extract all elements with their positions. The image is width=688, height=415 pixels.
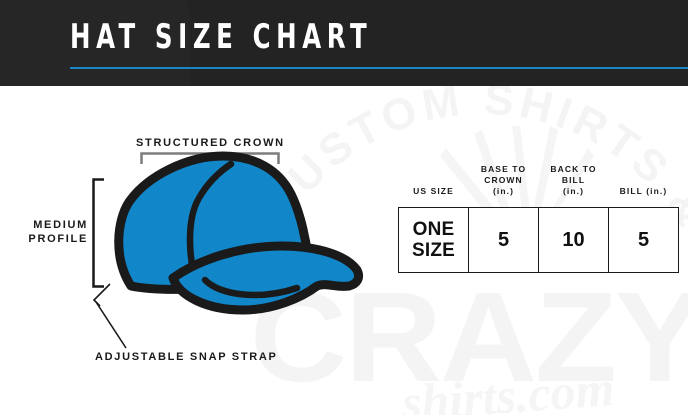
cell-base-to-crown: 5 [468, 207, 539, 273]
size-table: US SIZE BASE TO CROWN (in.) BACK TO BILL… [398, 164, 679, 273]
column-header-base-to-crown-line1: BASE TO [480, 164, 527, 174]
hat-diagram: STRUCTURED CROWN MEDIUM PROFILE ADJUSTAB… [0, 86, 390, 415]
cell-bill: 5 [608, 207, 679, 273]
column-header-back-to-bill-line1: BACK TO [550, 164, 597, 174]
watermark-brand: CRAZY D [250, 266, 688, 409]
column-header-us-size-line1: US SIZE [413, 186, 454, 196]
profile-bracket [92, 178, 106, 293]
header-badge-shape [0, 0, 190, 86]
label-medium-profile: MEDIUM PROFILE [18, 218, 88, 246]
size-table-header-row: US SIZE BASE TO CROWN (in.) BACK TO BILL… [399, 164, 679, 208]
label-medium-profile-line1: MEDIUM [33, 219, 88, 231]
column-header-base-to-crown: BASE TO CROWN (in.) [469, 164, 539, 208]
cell-us-size-line1: ONE [412, 219, 455, 240]
cell-us-size: ONE SIZE [398, 207, 469, 273]
column-header-back-to-bill-line3: (in.) [562, 186, 585, 196]
column-header-us-size: US SIZE [399, 164, 469, 208]
hat-illustration [95, 146, 370, 321]
column-header-bill-line1: BILL (in.) [619, 186, 668, 196]
table-row: ONE SIZE 5 10 5 [398, 207, 679, 273]
column-header-base-to-crown-line3: (in.) [492, 186, 515, 196]
cell-us-size-line2: SIZE [411, 240, 456, 261]
page-header: HAT SIZE CHART [0, 0, 688, 86]
cell-back-to-bill: 10 [538, 207, 609, 273]
size-table-head: US SIZE BASE TO CROWN (in.) BACK TO BILL… [399, 164, 679, 208]
header-accent-rule [70, 67, 688, 69]
size-table-container: US SIZE BASE TO CROWN (in.) BACK TO BILL… [398, 164, 679, 273]
label-medium-profile-line2: PROFILE [28, 233, 88, 245]
page-title: HAT SIZE CHART [70, 17, 373, 57]
strap-leader-line [92, 282, 140, 357]
column-header-base-to-crown-line2: CROWN [484, 175, 523, 185]
label-adjustable-snap-strap: ADJUSTABLE SNAP STRAP [95, 351, 278, 363]
column-header-back-to-bill-line2: BILL [561, 175, 586, 185]
column-header-bill: BILL (in.) [609, 164, 679, 208]
size-table-body: ONE SIZE 5 10 5 [398, 207, 679, 273]
column-header-back-to-bill: BACK TO BILL (in.) [539, 164, 609, 208]
page-body: CUSTOM SHIRTS & MORE CRAZY D shirts.com [0, 86, 688, 415]
label-structured-crown: STRUCTURED CROWN [136, 137, 285, 149]
